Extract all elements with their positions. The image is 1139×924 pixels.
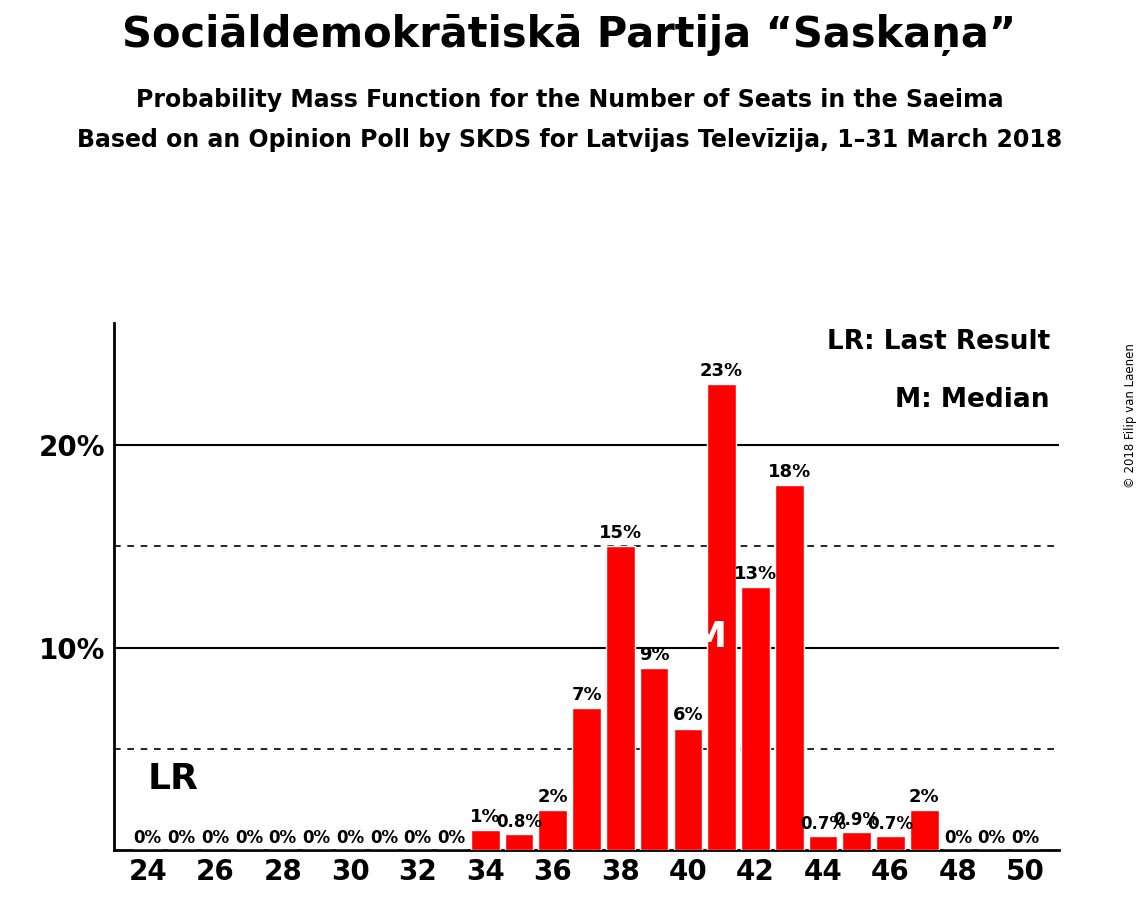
Text: 6%: 6% [672, 707, 703, 724]
Bar [876, 836, 904, 850]
Bar [741, 587, 770, 850]
Text: 0%: 0% [269, 829, 297, 847]
Text: 9%: 9% [639, 646, 670, 663]
Bar [505, 833, 533, 850]
Text: 0%: 0% [336, 829, 364, 847]
Text: LR: LR [148, 762, 198, 796]
Text: Sociāldemokrātiskā Partija “Saskaņa”: Sociāldemokrātiskā Partija “Saskaņa” [122, 14, 1017, 55]
Text: 0%: 0% [977, 829, 1006, 847]
Bar [843, 832, 871, 850]
Bar [775, 485, 803, 850]
Text: 2%: 2% [538, 787, 568, 806]
Text: 7%: 7% [572, 687, 601, 704]
Text: 0%: 0% [403, 829, 432, 847]
Bar [470, 830, 500, 850]
Text: 0%: 0% [235, 829, 263, 847]
Text: 15%: 15% [599, 524, 642, 542]
Text: © 2018 Filip van Laenen: © 2018 Filip van Laenen [1124, 344, 1137, 488]
Text: Probability Mass Function for the Number of Seats in the Saeima: Probability Mass Function for the Number… [136, 88, 1003, 112]
Bar [809, 836, 837, 850]
Bar [673, 728, 703, 850]
Text: 0.8%: 0.8% [497, 813, 542, 831]
Text: 0.9%: 0.9% [834, 811, 879, 829]
Text: 0%: 0% [370, 829, 398, 847]
Text: LR: Last Result: LR: Last Result [827, 329, 1050, 355]
Text: 1%: 1% [470, 808, 501, 826]
Text: M: Median: M: Median [895, 386, 1050, 413]
Bar [640, 668, 669, 850]
Text: 0%: 0% [167, 829, 196, 847]
Text: 0%: 0% [202, 829, 229, 847]
Bar [606, 546, 634, 850]
Text: 2%: 2% [909, 787, 940, 806]
Text: 18%: 18% [768, 464, 811, 481]
Bar [539, 809, 567, 850]
Text: 0%: 0% [133, 829, 162, 847]
Bar [572, 709, 601, 850]
Text: 0%: 0% [944, 829, 972, 847]
Text: Based on an Opinion Poll by SKDS for Latvijas Televīzija, 1–31 March 2018: Based on an Opinion Poll by SKDS for Lat… [76, 128, 1063, 152]
Text: 23%: 23% [700, 362, 744, 380]
Text: 0.7%: 0.7% [868, 815, 913, 833]
Bar [910, 809, 939, 850]
Text: 0%: 0% [303, 829, 330, 847]
Text: 0%: 0% [1011, 829, 1040, 847]
Text: 13%: 13% [734, 565, 777, 583]
Text: 0.7%: 0.7% [800, 815, 846, 833]
Bar [707, 384, 736, 850]
Text: 0%: 0% [437, 829, 466, 847]
Text: M: M [690, 620, 727, 654]
